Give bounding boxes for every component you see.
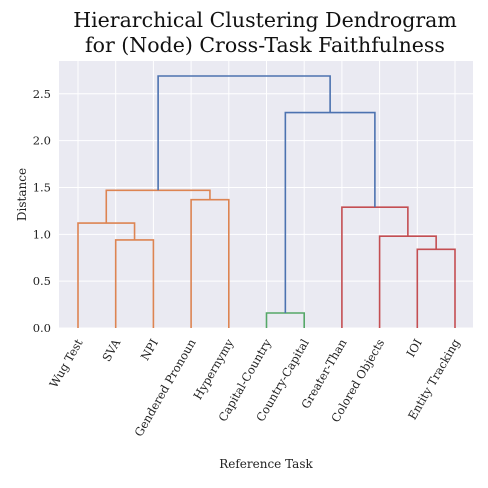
y-tick-label: 0.5 (33, 274, 51, 288)
y-tick-label: 2.5 (33, 87, 51, 101)
x-tick-label: SVA (99, 336, 123, 364)
x-tick-label: Wug Test (47, 336, 86, 390)
x-tick-label: NPI (138, 337, 161, 363)
x-axis-label: Reference Task (219, 457, 313, 471)
chart-title-line-1: Hierarchical Clustering Dendrogram (73, 8, 457, 32)
y-tick-label: 0.0 (33, 321, 51, 335)
y-axis-label: Distance (15, 168, 29, 221)
y-tick-label: 1.0 (33, 227, 51, 241)
dendrogram-link (190, 198, 230, 328)
x-tick-label: IOI (404, 337, 425, 360)
dendrogram-link (157, 75, 331, 191)
dendrogram-links (77, 75, 456, 328)
dendrogram-link (265, 312, 305, 328)
dendrogram-link (77, 222, 136, 328)
dendrogram-link (114, 239, 155, 328)
chart-title-line-2: for (Node) Cross-Task Faithfulness (85, 33, 445, 57)
y-tick-label: 2.0 (33, 134, 51, 148)
chart-title: Hierarchical Clustering Dendrogram for (… (40, 8, 488, 58)
y-axis-ticks: 0.0 0.5 1.0 1.5 2.0 2.5 (33, 87, 51, 335)
y-tick-label: 1.5 (33, 180, 51, 194)
